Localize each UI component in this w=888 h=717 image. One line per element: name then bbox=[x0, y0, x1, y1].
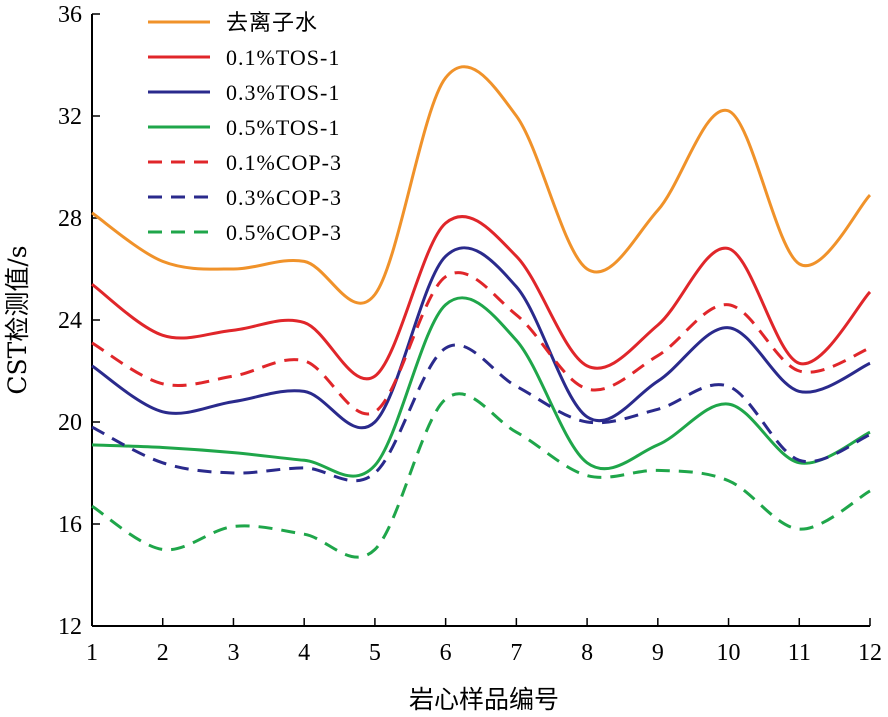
y-tick-label: 20 bbox=[58, 410, 82, 436]
y-tick-label: 32 bbox=[58, 104, 82, 130]
legend-label-6: 0.3%COP-3 bbox=[226, 185, 342, 210]
x-tick-label: 2 bbox=[157, 640, 169, 666]
series-line-7 bbox=[91, 392, 871, 559]
legend-label-4: 0.5%TOS-1 bbox=[226, 115, 340, 140]
legend-label-3: 0.3%TOS-1 bbox=[226, 80, 340, 105]
series-line-5 bbox=[91, 271, 871, 416]
y-tick-label: 36 bbox=[58, 2, 82, 28]
x-tick-label: 3 bbox=[227, 640, 239, 666]
x-tick-label: 12 bbox=[858, 640, 882, 666]
series-layer bbox=[91, 65, 872, 559]
x-tick-label: 9 bbox=[652, 640, 664, 666]
legend: 去离子水 0.1%TOS-1 0.3%TOS-1 0.5%TOS-1 0.1%COP-3… bbox=[148, 10, 342, 245]
x-tick-label: 6 bbox=[440, 640, 452, 666]
y-tick-label: 24 bbox=[58, 308, 82, 334]
series-line-2 bbox=[91, 215, 872, 381]
x-tick-label: 8 bbox=[581, 640, 593, 666]
legend-label-7: 0.5%COP-3 bbox=[226, 220, 342, 245]
y-tick-label: 12 bbox=[58, 614, 82, 640]
y-axis-ticks: 12 16 20 24 28 32 36 bbox=[58, 2, 100, 640]
x-axis-title: 岩心样品编号 bbox=[409, 685, 559, 714]
series-line-1 bbox=[91, 65, 872, 305]
x-tick-label: 4 bbox=[298, 640, 310, 666]
legend-label-1: 去离子水 bbox=[226, 10, 318, 35]
axes bbox=[91, 14, 870, 627]
series-line-4 bbox=[91, 296, 871, 478]
x-tick-label: 11 bbox=[788, 640, 811, 666]
legend-label-2: 0.1%TOS-1 bbox=[226, 45, 340, 70]
legend-label-5: 0.1%COP-3 bbox=[226, 150, 342, 175]
y-tick-label: 28 bbox=[58, 206, 82, 232]
series-line-3 bbox=[91, 246, 871, 430]
x-tick-label: 7 bbox=[510, 640, 522, 666]
x-axis-ticks: 1 2 3 4 5 6 7 8 9 10 11 12 bbox=[86, 618, 882, 666]
y-axis-title: CST检测值/s bbox=[3, 245, 32, 394]
y-tick-label: 16 bbox=[58, 512, 82, 538]
series-line-6 bbox=[91, 343, 871, 483]
x-tick-label: 5 bbox=[369, 640, 381, 666]
x-tick-label: 10 bbox=[717, 640, 741, 666]
x-tick-label: 1 bbox=[86, 640, 98, 666]
